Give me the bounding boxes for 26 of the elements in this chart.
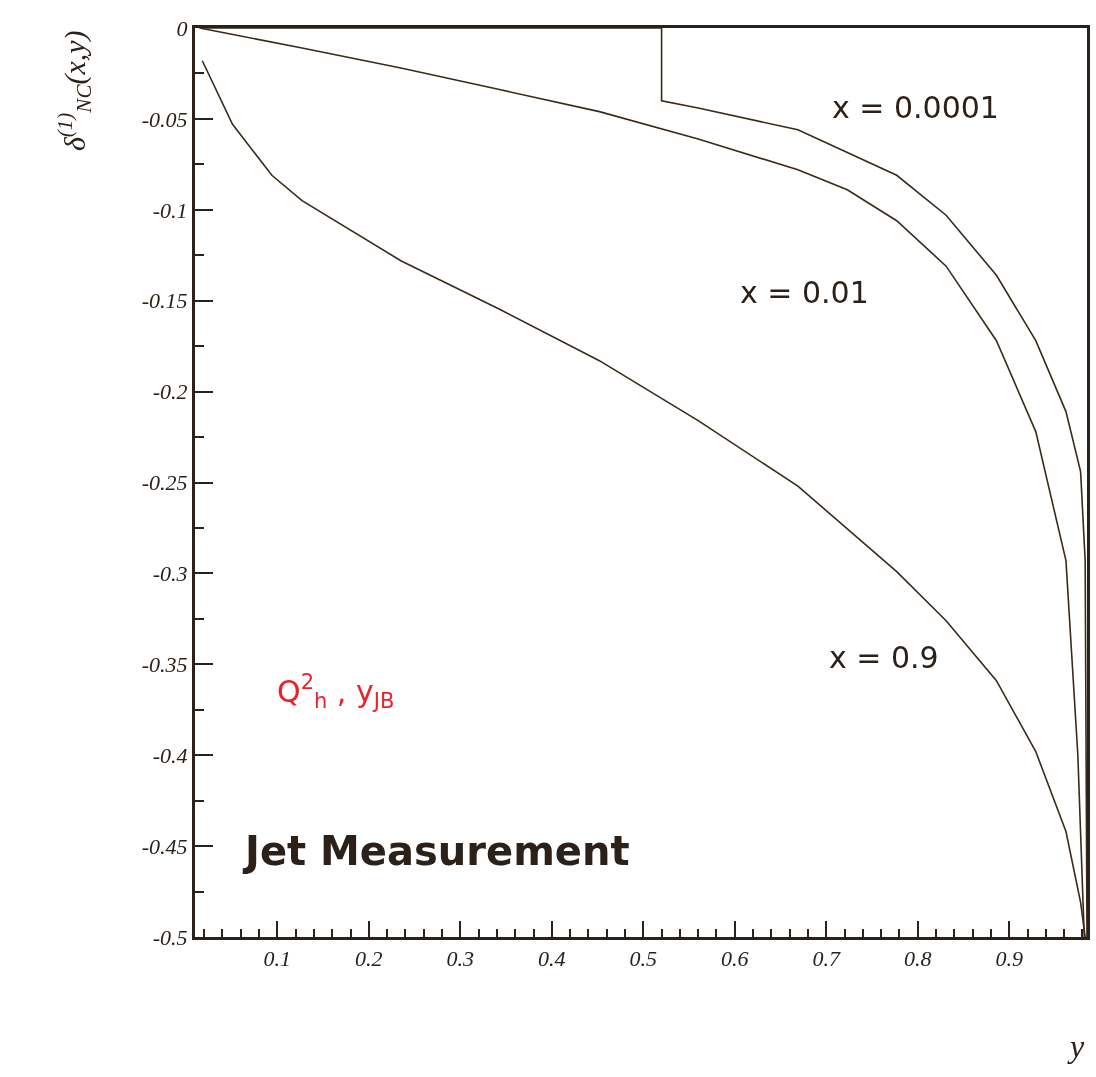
y-tick-label: -0.1	[152, 197, 188, 223]
y-tick-label: -0.5	[152, 924, 188, 950]
x-tick-label: 0.8	[904, 946, 932, 972]
y-tick-label: -0.15	[141, 288, 188, 314]
annotation: Q$^{2}$$_{h}$ , y$_{JB}$	[277, 670, 395, 713]
annotation: x = 0.0001	[832, 90, 999, 125]
y-tick-label: -0.05	[141, 106, 188, 132]
annotation: x = 0.9	[829, 640, 939, 675]
x-axis-title: y	[1067, 1028, 1085, 1064]
x-tick-label: 0.9	[995, 946, 1023, 972]
x-tick-label: 0.6	[721, 946, 749, 972]
x-tick-label: 0.7	[812, 946, 842, 972]
y-tick-label: -0.35	[141, 652, 188, 677]
x-tick-label: 0.4	[538, 946, 566, 972]
annotation: Jet Measurement	[242, 828, 630, 874]
x-tick-label: 0.5	[629, 946, 658, 972]
y-tick-label: -0.25	[141, 470, 188, 496]
x-tick-label: 0.1	[263, 946, 292, 972]
y-tick-label: 0	[176, 15, 188, 41]
annotation: x = 0.01	[740, 275, 869, 310]
x-tick-label: 0.3	[446, 946, 475, 972]
y-tick-label: -0.2	[152, 379, 188, 405]
y-tick-label: -0.4	[152, 742, 188, 768]
y-tick-label: -0.3	[152, 561, 188, 587]
y-tick-label: -0.45	[141, 833, 188, 859]
x-tick-label: 0.2	[355, 946, 383, 972]
